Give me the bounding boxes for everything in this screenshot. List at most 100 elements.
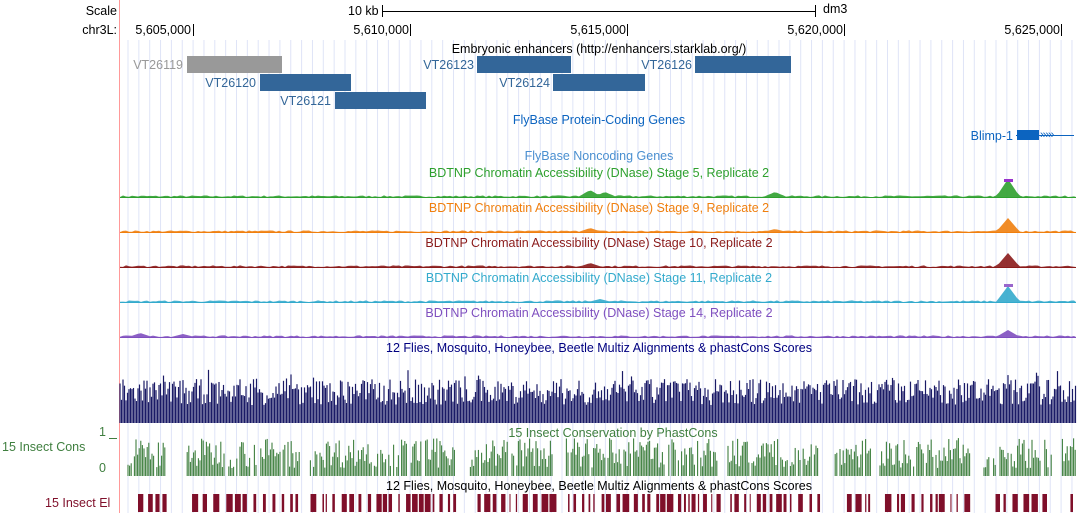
dnase-peak-cap [1004,284,1013,287]
scalebar-left-cap [382,5,383,17]
conserved-element [213,494,220,512]
conserved-element [453,494,457,512]
conserved-element [716,494,721,512]
conserved-element [477,494,481,512]
dnase-track-title-stage-9: BDTNP Chromatin Accessibility (DNase) St… [428,201,770,215]
conserved-element [605,494,611,512]
conserved-element [138,494,144,512]
gene-label-blimp-1[interactable]: Blimp-1 [970,129,1013,143]
enhancer-feature[interactable] [477,56,571,73]
conserved-element [226,494,233,512]
dnase-signal [120,218,1076,232]
conserved-element [622,494,630,512]
scalebar-text: 10 kb [348,4,379,18]
conserved-element [382,494,388,512]
conserved-element [656,494,660,512]
enhancer-feature[interactable] [695,56,791,73]
conserved-element [601,494,605,512]
conserved-element [484,494,491,512]
enhancer-label[interactable]: VT26120 [205,76,256,90]
position-tick [627,24,628,36]
enhancer-label[interactable]: VT26119 [133,58,183,72]
conserved-element [884,494,892,512]
conserved-element [921,494,924,512]
conserved-element [242,494,247,512]
conserved-element [192,494,199,512]
cons-ymax-tick [109,438,117,439]
conserved-element [262,494,266,512]
conserved-element [855,494,862,512]
conserved-element [432,494,435,512]
conserved-element [868,494,871,512]
assembly-label: dm3 [823,2,848,16]
conserved-element [447,494,451,512]
dnase-peak-cap [1004,179,1013,182]
conserved-element [647,494,651,512]
conserved-element [412,494,418,512]
noncoding-genes-track-title: FlyBase Noncoding Genes [524,149,674,163]
conserved-element [900,494,906,512]
cons-track-title: 15 Insect Conservation by PhastCons [508,426,718,440]
elements-track-title: 12 Flies, Mosquito, Honeybee, Beetle Mul… [386,479,812,493]
conserved-element [776,494,782,512]
conserved-element [573,494,577,512]
conserved-element [677,494,682,512]
conserved-element [367,494,372,512]
position-tick [844,24,845,36]
conserved-element [253,494,257,512]
scalebar-right-cap [815,5,816,17]
conserved-element [358,494,362,512]
conserved-element [1003,494,1006,512]
conserved-element [1042,494,1048,512]
conserved-element [155,494,160,512]
enhancer-label[interactable]: VT26121 [280,94,331,108]
dnase-signal [120,286,1076,302]
dnase-track-title-stage-11: BDTNP Chromatin Accessibility (DNase) St… [425,271,773,285]
conserved-element [762,494,767,512]
conserved-element [769,494,773,512]
conserved-element [588,494,591,512]
conserved-element [272,494,276,512]
enhancer-label[interactable]: VT26123 [423,58,474,72]
conserved-element [691,494,696,512]
conserved-element [666,494,674,512]
enhancer-feature[interactable] [260,74,351,91]
dnase-signal [120,179,1076,197]
enhancer-feature[interactable] [553,74,645,91]
enhancer-label[interactable]: VT26124 [499,76,550,90]
conserved-element [846,494,852,512]
position-tick-label: 5,605,000 [135,23,191,37]
cons-side-label[interactable]: 15 Insect Cons [2,440,86,454]
conserved-element [950,494,952,512]
conserved-element [281,494,285,512]
scalebar-line [382,11,816,12]
conserved-element [783,494,787,512]
gene-intron-line [1016,135,1074,136]
enhancer-feature[interactable] [335,92,426,109]
enhancer-feature[interactable] [187,56,282,73]
conserved-element [809,494,813,512]
cons-ymax-label: 1 [99,425,106,439]
conserved-element [688,494,690,512]
conserved-element [756,494,761,512]
dnase-track-title-stage-5: BDTNP Chromatin Accessibility (DNase) St… [428,166,770,180]
elements-side-label[interactable]: 15 Insect El [45,496,111,510]
cons-ymin-label: 0 [99,461,106,475]
conserved-element [388,494,393,512]
conserved-element [541,494,549,512]
conserved-element [406,494,411,512]
multiz-layer [119,369,1077,423]
enhancer-label[interactable]: VT26126 [641,58,692,72]
dnase-signal [120,330,1076,337]
conserved-element [1012,494,1018,512]
gene-exon-block[interactable] [1017,130,1039,140]
conserved-element [730,494,732,512]
conserved-element [897,494,900,512]
conserved-element [683,494,686,512]
conserved-element [633,494,638,512]
conserved-element [642,494,645,512]
conserved-element [749,494,751,512]
scale-label: Scale [85,4,117,18]
